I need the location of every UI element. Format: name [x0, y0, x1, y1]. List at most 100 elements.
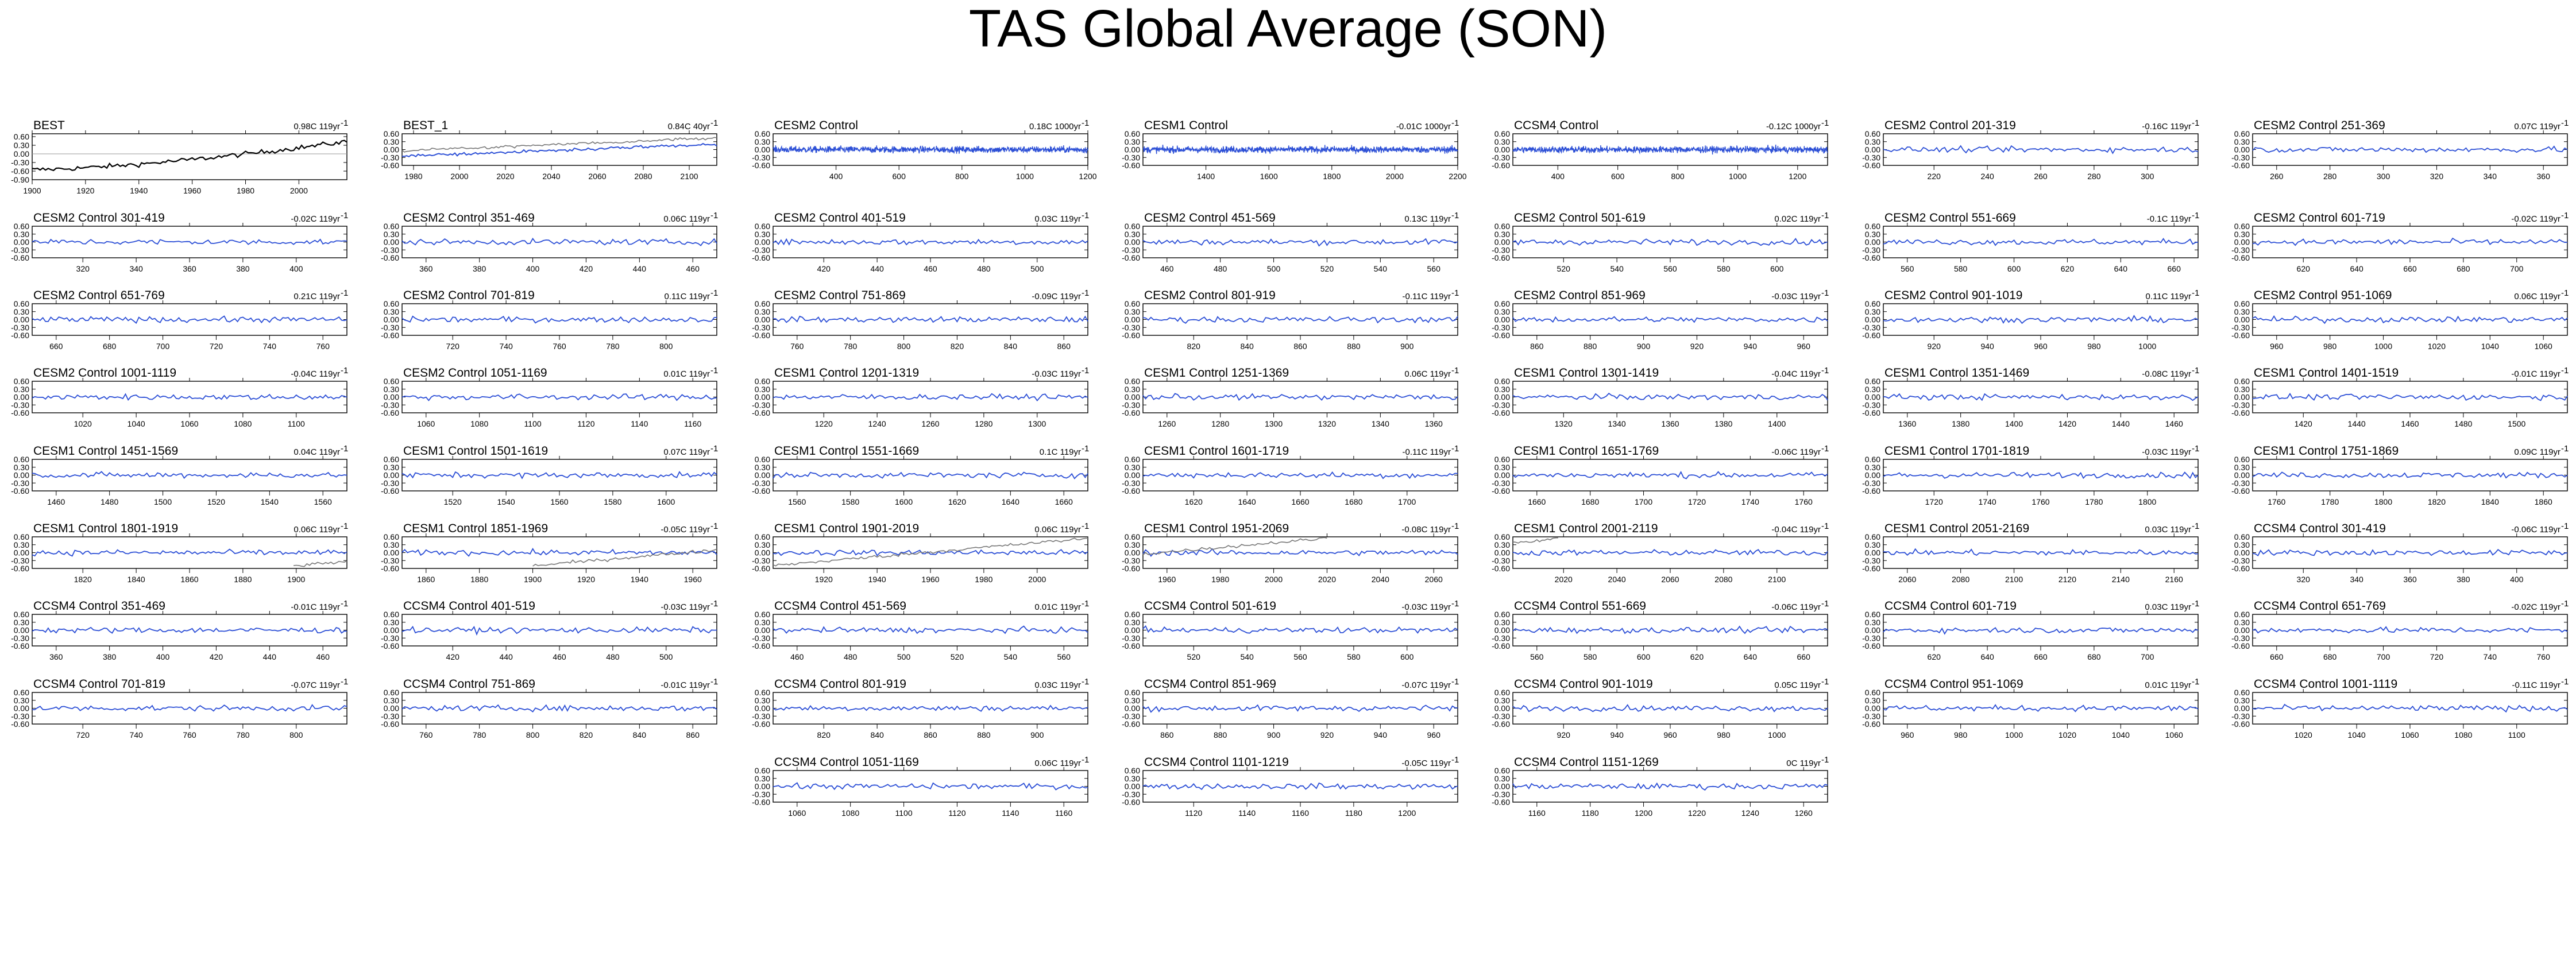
trend-label: -0.09C 119yr: [1032, 292, 1081, 301]
x-tick-label: 1280: [975, 419, 992, 428]
x-tick-label: 960: [1901, 730, 1914, 740]
x-tick-label: 560: [1427, 264, 1441, 273]
series-model-line: [2252, 237, 2568, 246]
y-tick-label: -0.60: [752, 486, 770, 496]
panel-title: CCSM4 Control 951-1069: [1884, 678, 2023, 691]
y-tick-label: 0.00: [2234, 315, 2250, 324]
x-tick-label: 940: [1610, 730, 1624, 740]
y-tick-label: 0.60: [1125, 610, 1140, 619]
y-tick-label: 0.00: [1865, 471, 1880, 480]
y-tick-label: -0.60: [11, 641, 29, 651]
trend-exponent: -1: [710, 521, 718, 531]
trend-label: 0.01C 119yr: [1034, 602, 1081, 612]
panel-title: CESM1 Control 1451-1569: [33, 444, 178, 458]
x-tick-label: 640: [1744, 652, 1758, 661]
x-tick-label: 860: [1530, 342, 1544, 351]
panel-title: CESM2 Control 401-519: [774, 211, 906, 224]
panel: CESM2 Control 951-1069 0.06C 119yr -10.600…: [2231, 288, 2569, 351]
x-tick-label: 860: [924, 730, 937, 740]
panel-title: CCSM4 Control 901-1019: [1514, 678, 1653, 691]
x-tick-label: 980: [1954, 730, 1968, 740]
y-tick-label: 0.30: [2234, 696, 2250, 705]
series-model-line: [1883, 145, 2199, 154]
x-tick-label: 1240: [868, 419, 886, 428]
y-tick-label: -0.30: [1862, 245, 1880, 254]
panel: CESM1 Control 1201-1319 -0.03C 119yr -1 0.6…: [752, 366, 1089, 428]
trend-label: 0.05C 119yr: [1774, 680, 1821, 690]
x-tick-label: 1180: [1582, 808, 1599, 818]
trend-exponent: -1: [1451, 118, 1459, 128]
x-tick-label: 1860: [2535, 497, 2552, 506]
x-tick-label: 840: [870, 730, 884, 740]
x-tick-label: 1080: [841, 808, 859, 818]
trend-exponent: -1: [1821, 118, 1829, 128]
plot-frame: [1512, 770, 1828, 803]
series-model-line: [1142, 393, 1458, 401]
panel: CCSM4 Control 801-919 0.03C 119yr -10.600.…: [752, 677, 1089, 740]
x-tick-label: 320: [76, 264, 90, 273]
x-tick-label: 840: [1240, 342, 1254, 351]
y-tick-label: -0.30: [752, 153, 770, 162]
y-tick-label: 0.30: [1494, 137, 1510, 146]
y-tick-label: 0.60: [1494, 688, 1510, 697]
y-tick-label: -0.30: [1862, 633, 1880, 642]
panel-title: CESM1 Control 1901-2019: [774, 522, 919, 535]
panel-title: CESM2 Control 851-969: [1514, 289, 1646, 302]
y-tick-label: 0.00: [384, 471, 399, 480]
y-tick-label: -0.60: [11, 486, 29, 496]
x-tick-label: 400: [156, 652, 170, 661]
series-model-line: [773, 625, 1088, 634]
y-tick-label: -0.30: [1122, 400, 1140, 409]
x-tick-label: 1600: [657, 497, 675, 506]
y-tick-label: -0.30: [1492, 400, 1510, 409]
x-tick-label: 800: [955, 172, 969, 181]
y-tick-label: 0.30: [384, 696, 399, 705]
y-tick-label: -0.30: [1122, 478, 1140, 487]
trend-exponent: -1: [710, 211, 718, 220]
x-tick-label: 1800: [1323, 172, 1341, 181]
x-tick-label: 2000: [1028, 575, 1046, 584]
x-tick-label: 1060: [788, 808, 806, 818]
x-tick-label: 660: [2403, 264, 2417, 273]
y-tick-label: -0.60: [1122, 798, 1140, 807]
trend-label: 0.21C 119yr: [293, 292, 340, 301]
y-tick-label: -0.30: [752, 323, 770, 332]
trend-label: 0.09C 119yr: [2514, 447, 2560, 457]
x-tick-label: 1740: [1979, 497, 1996, 506]
y-tick-label: 0.30: [2234, 307, 2250, 316]
y-tick-label: 0.30: [1494, 230, 1510, 239]
trend-label: -0.03C 119yr: [1032, 369, 1081, 379]
series-model-line: [1142, 548, 1458, 557]
y-tick-label: 0.60: [2234, 455, 2250, 464]
panel-title: CCSM4 Control 1151-1269: [1514, 756, 1659, 769]
y-tick-label: 0.00: [755, 145, 770, 154]
series-model-line: [2252, 315, 2568, 324]
x-tick-label: 1980: [404, 172, 422, 181]
x-tick-label: 1200: [1635, 808, 1652, 818]
plot-frame: [1512, 536, 1828, 569]
panel-title: CESM2 Control 501-619: [1514, 211, 1646, 224]
series-model-line: [773, 145, 1088, 154]
y-tick-label: 0.00: [1494, 393, 1510, 402]
x-tick-label: 1300: [1028, 419, 1046, 428]
y-tick-label: 0.30: [1865, 463, 1880, 472]
panel-title: CCSM4 Control 451-569: [774, 599, 906, 613]
x-tick-label: 380: [2457, 575, 2470, 584]
panel-title: CESM2 Control 551-669: [1884, 211, 2016, 224]
x-tick-label: 560: [1663, 264, 1677, 273]
x-tick-label: 740: [2484, 652, 2497, 661]
x-tick-label: 1260: [1158, 419, 1176, 428]
trend-exponent: -1: [710, 366, 718, 376]
y-tick-label: -0.30: [381, 633, 399, 642]
x-tick-label: 820: [1187, 342, 1201, 351]
series-model-line: [32, 393, 347, 401]
y-tick-label: 0.00: [1494, 548, 1510, 558]
x-tick-label: 920: [1690, 342, 1704, 351]
series-model-line: [1883, 315, 2199, 324]
x-tick-label: 2080: [1952, 575, 1969, 584]
y-tick-label: 0.60: [2234, 299, 2250, 308]
x-tick-label: 760: [419, 730, 433, 740]
x-tick-label: 860: [1160, 730, 1174, 740]
x-tick-label: 400: [526, 264, 540, 273]
trend-label: 0.98C 119yr: [293, 122, 340, 131]
